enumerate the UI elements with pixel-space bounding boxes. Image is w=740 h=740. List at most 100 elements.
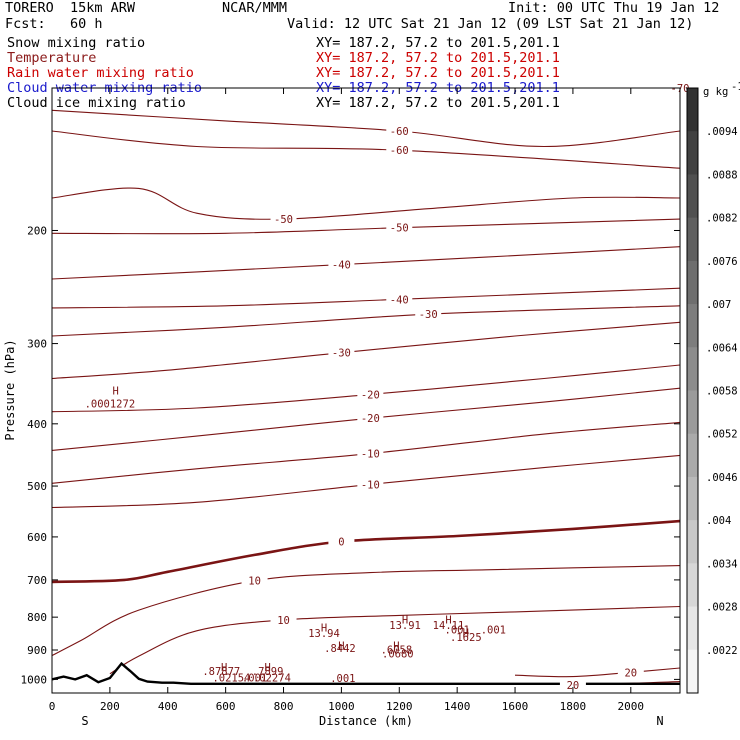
max-label: .6058: [381, 645, 413, 657]
max-label: .001: [330, 673, 355, 685]
max-label: H: [463, 628, 469, 640]
isotherm-label-bg: [357, 447, 384, 460]
colorbar-swatch: [687, 520, 698, 564]
isotherm-label: -20: [361, 389, 380, 401]
isotherm-line: [52, 519, 680, 584]
y-axis-label: Pressure (hPa): [3, 339, 17, 440]
y-tick-label: 500: [27, 480, 47, 493]
field-xy-range: XY= 187.2, 57.2 to 201.5,201.1: [316, 65, 560, 81]
isotherm-label-bg: [270, 213, 297, 226]
isotherm-label-bg: [617, 666, 644, 679]
max-label: .001: [242, 673, 267, 685]
y-tick-label: 900: [27, 644, 47, 657]
colorbar-tick-label: .0076: [706, 256, 738, 268]
x-tick-label: 600: [216, 700, 236, 713]
field-name: Rain water mixing ratio: [7, 65, 194, 81]
isotherm-label-bg: [559, 678, 586, 691]
x-tick-label: 1400: [444, 700, 471, 713]
colorbar-swatch: [687, 347, 698, 391]
max-label: .1625: [450, 632, 482, 644]
colorbar-tick-label: .0022: [706, 645, 738, 657]
y-tick-label: 1000: [21, 673, 48, 686]
colorbar-swatch: [687, 606, 698, 651]
endpoint-south: S: [81, 714, 88, 728]
isotherm-line: [52, 187, 680, 220]
x-tick-label: 200: [100, 700, 120, 713]
isotherm-label: 0: [338, 537, 344, 549]
y-tick-label: 600: [27, 531, 47, 544]
max-label: .0680: [382, 649, 414, 661]
isotherm-label: 20: [624, 667, 637, 679]
colorbar-tick-label: .0028: [706, 602, 738, 614]
field-name: Cloud ice mixing ratio: [7, 95, 186, 111]
init-time: Init: 00 UTC Thu 19 Jan 12: [508, 0, 720, 16]
center-name: NCAR/MMM: [222, 0, 288, 16]
field-name: Snow mixing ratio: [7, 35, 146, 51]
colorbar-tick-label: .0052: [706, 429, 738, 441]
max-label: H: [113, 385, 119, 397]
isotherm-line: [514, 667, 680, 678]
isotherm-label: -30: [332, 348, 351, 360]
isotherm-label-bg: [386, 144, 413, 157]
isotherm-label: -40: [390, 294, 409, 306]
colorbar-swatch: [687, 390, 698, 435]
isotherm-label: 20: [567, 680, 580, 692]
isotherm-label: -40: [332, 260, 351, 272]
colorbar-tick-label: .007: [706, 299, 731, 311]
isotherm-label-bg: [415, 308, 442, 321]
colorbar-swatch: [687, 174, 698, 219]
colorbar-tick-label: .0058: [706, 386, 738, 398]
max-label: .8442: [324, 643, 356, 655]
isotherm-label: -60: [390, 145, 409, 157]
colorbar-frame: [686, 87, 699, 694]
field-xy-range: XY= 187.2, 57.2 to 201.5,201.1: [316, 50, 560, 66]
isotherm-line: [52, 565, 680, 656]
terrain-fill: [52, 663, 680, 693]
isotherm-label-bg: [386, 221, 413, 234]
max-label: H: [321, 622, 327, 634]
max-label: 13.94: [308, 628, 340, 640]
colorbar: .0094 .0088 .0082 .0076 .007 .0064 .0058 .0052.…: [686, 81, 740, 694]
model-title: TORERO 15km ARW: [5, 0, 136, 16]
max-label: 14.11: [433, 620, 465, 632]
plot-frame: [51, 87, 681, 694]
isotherm-label-bg: [357, 478, 384, 491]
max-label: .7899: [252, 666, 284, 678]
x-tick-label: 400: [158, 700, 178, 713]
isotherm-line: [52, 109, 680, 148]
isotherm-label: -10: [361, 449, 380, 461]
colorbar-swatch: [687, 476, 698, 521]
x-tick-label: 2000: [618, 700, 645, 713]
max-label: H: [338, 640, 344, 652]
colorbar-tick-label: .0088: [706, 169, 738, 181]
terrain-line: [52, 661, 680, 685]
isotherm-line: [109, 605, 680, 675]
isotherm-line: [52, 287, 680, 309]
isotherm-label: -50: [274, 214, 293, 226]
y-tick-label: 700: [27, 574, 47, 587]
max-label: 13.91: [389, 620, 421, 632]
isotherm-label: -60: [390, 126, 409, 138]
x-tick-label: 1200: [386, 700, 413, 713]
max-label: H: [221, 662, 227, 674]
x-tick-label: 1600: [502, 700, 529, 713]
max-label: .001: [481, 624, 506, 636]
isotherm-label-bg: [386, 293, 413, 306]
x-tick-label: 800: [274, 700, 294, 713]
isotherm-label: -30: [419, 309, 438, 321]
terrain-layer: [52, 661, 680, 693]
isotherm-label-bg: [328, 346, 355, 359]
axes-layer: 0 200 400 600 800 1000 1200 1400 1600 1800 2000200…: [3, 88, 680, 728]
isotherm-line: [52, 321, 680, 380]
x-tick-label: 1000: [328, 700, 355, 713]
isotherm-label-bg: [328, 258, 355, 271]
max-label: .02154: [212, 673, 250, 685]
max-label: .001: [445, 624, 470, 636]
colorbar-tick-label: .0082: [706, 213, 738, 225]
colorbar-tick-label: .004: [706, 515, 731, 527]
isotherm-line: [52, 130, 680, 169]
max-label: H: [402, 614, 408, 626]
max-label: H: [264, 662, 270, 674]
colorbar-swatch: [687, 260, 698, 305]
